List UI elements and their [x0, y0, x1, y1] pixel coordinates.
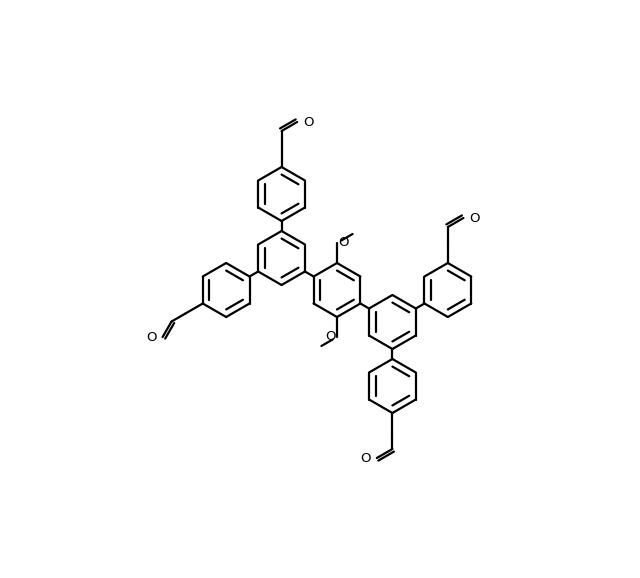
Text: O: O [303, 116, 314, 128]
Text: O: O [146, 331, 157, 343]
Text: O: O [338, 236, 349, 250]
Text: O: O [326, 331, 336, 343]
Text: O: O [469, 212, 480, 224]
Text: O: O [360, 451, 371, 465]
